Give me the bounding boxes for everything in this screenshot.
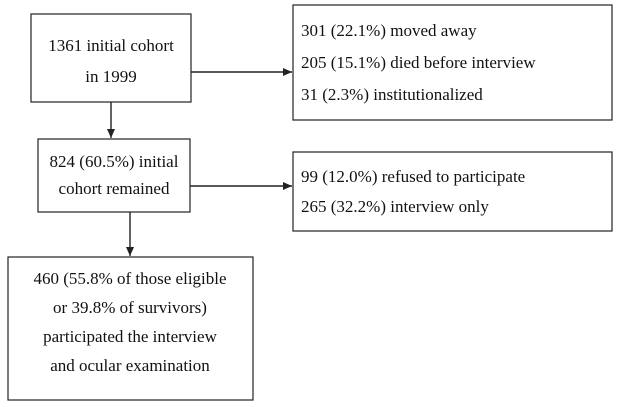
node-text: 824 (60.5%) initial xyxy=(50,152,179,171)
box-remained xyxy=(37,138,191,213)
box-participated xyxy=(7,256,254,401)
node-text: 99 (12.0%) refused to participate xyxy=(301,167,525,186)
box-exclusions-1 xyxy=(292,4,613,121)
box-initial-cohort xyxy=(30,13,192,103)
node-text: or 39.8% of survivors) xyxy=(53,298,207,317)
box-exclusions-2 xyxy=(292,151,613,232)
node-text: and ocular examination xyxy=(50,356,210,375)
node-text: 265 (32.2%) interview only xyxy=(301,197,489,216)
node-text: 1361 initial cohort xyxy=(48,36,174,55)
node-text: 301 (22.1%) moved away xyxy=(301,21,477,40)
node-text: 460 (55.8% of those eligible xyxy=(33,269,226,288)
node-text: cohort remained xyxy=(59,179,170,198)
node-text: 205 (15.1%) died before interview xyxy=(301,53,536,72)
node-text: participated the interview xyxy=(43,327,217,346)
node-text: 31 (2.3%) institutionalized xyxy=(301,85,483,104)
node-text: in 1999 xyxy=(85,67,136,86)
